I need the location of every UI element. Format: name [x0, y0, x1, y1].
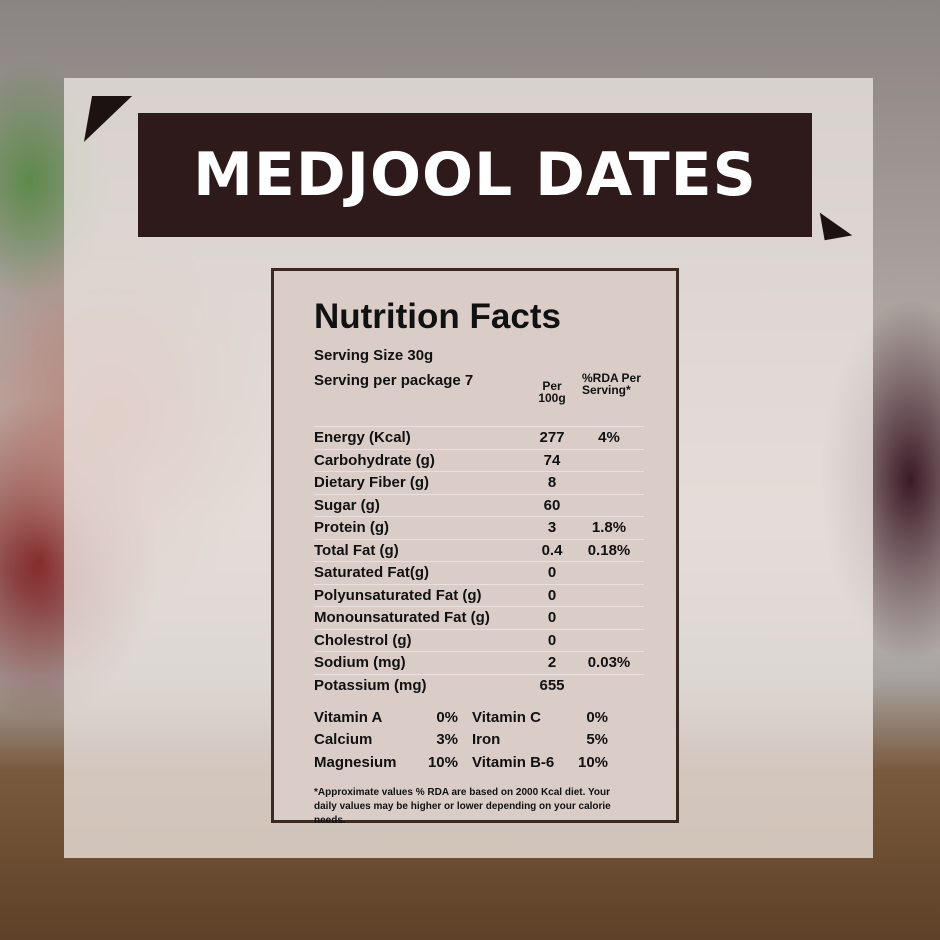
per-100g-value: 60	[543, 496, 561, 514]
vitamin-value: 0%	[436, 708, 458, 726]
rda-value: 0.18%	[587, 541, 631, 559]
nutrient-name: Sodium (mg)	[314, 654, 406, 672]
nutrient-name: Total Fat (g)	[314, 541, 399, 559]
triangle-decoration	[83, 96, 133, 142]
vitamin-name: Vitamin A	[314, 708, 383, 726]
table-row: Total Fat (g) 0.4 0.18%	[314, 538, 644, 562]
vitamin-value: 0%	[586, 708, 608, 726]
per-100g-value: 74	[543, 451, 561, 469]
per-100g-value: 0	[547, 564, 557, 582]
per-100g-value: 0	[547, 609, 557, 627]
col-rda: %RDA Per Serving*	[582, 371, 641, 397]
per-100g-value: 8	[547, 474, 557, 492]
nutrient-name: Sugar (g)	[314, 496, 380, 514]
rda-value: 0.03%	[587, 654, 631, 672]
table-row: Energy (Kcal) 277 4%	[314, 426, 644, 449]
vitamin-value: 3%	[436, 731, 458, 749]
nutrient-name: Polyunsaturated Fat (g)	[314, 586, 482, 604]
table-row: Potassium (mg) 655	[314, 673, 644, 697]
vitamin-value: 10%	[578, 753, 609, 771]
vitamin-row: Calcium 3% Iron 5%	[314, 729, 614, 752]
vitamin-name: Magnesium	[314, 753, 397, 771]
vitamin-name: Iron	[472, 731, 501, 749]
table-row: Monounsaturated Fat (g) 0	[314, 606, 644, 629]
rda-value: 4%	[598, 429, 620, 447]
serving-size: Serving Size 30g	[314, 347, 434, 364]
nutrient-name: Monounsaturated Fat (g)	[314, 609, 490, 627]
per-100g-value: 3	[547, 519, 557, 537]
vitamin-row: Vitamin A 0% Vitamin C 0%	[314, 706, 614, 729]
nutrient-name: Carbohydrate (g)	[314, 451, 435, 469]
per-100g-value: 0.4	[541, 541, 563, 559]
rda-value: 1.8%	[591, 519, 627, 537]
table-row: Protein (g) 3 1.8%	[314, 516, 644, 539]
nutrient-name: Protein (g)	[314, 519, 389, 537]
per-100g-value: 0	[547, 586, 557, 604]
vitamin-name: Vitamin B-6	[472, 753, 555, 771]
table-row: Cholestrol (g) 0	[314, 628, 644, 652]
nutrient-name: Potassium (mg)	[314, 676, 427, 694]
table-row: Sodium (mg) 2 0.03%	[314, 651, 644, 674]
product-title: MEDJOOL DATES	[193, 140, 757, 210]
nutrient-name: Saturated Fat(g)	[314, 564, 430, 582]
servings-per-package: Serving per package 7	[314, 372, 474, 389]
triangle-decoration	[819, 207, 853, 241]
per-100g-value: 277	[539, 429, 565, 447]
nutrient-name: Cholestrol (g)	[314, 631, 412, 649]
nutrition-heading: Nutrition Facts	[314, 297, 561, 336]
per-100g-value: 655	[539, 676, 565, 694]
vitamins-table: Vitamin A 0% Vitamin C 0% Calcium 3% Iron 5% Mag…	[314, 706, 614, 774]
per-100g-value: 0	[547, 631, 557, 649]
nutrition-table: Serving per package 7 Per 100g %RDA Per …	[314, 372, 644, 696]
table-row: Sugar (g) 60	[314, 493, 644, 517]
table-row: Polyunsaturated Fat (g) 0	[314, 583, 644, 607]
nutrient-name: Dietary Fiber (g)	[314, 474, 430, 492]
vitamin-value: 10%	[427, 753, 458, 771]
title-banner: MEDJOOL DATES	[138, 113, 812, 237]
footnote: *Approximate values % RDA are based on 2…	[314, 786, 611, 826]
table-row: Carbohydrate (g) 74	[314, 448, 644, 472]
vitamin-name: Vitamin C	[472, 708, 541, 726]
table-row: Saturated Fat(g) 0	[314, 561, 644, 584]
vitamin-row: Magnesium 10% Vitamin B-6 10%	[314, 751, 614, 774]
vitamin-value: 5%	[586, 731, 608, 749]
vitamin-name: Calcium	[314, 731, 373, 749]
col-per-100g: Per 100g	[538, 379, 566, 405]
nutrition-label: Nutrition Facts Serving Size 30g Serving…	[271, 268, 679, 826]
table-row: Dietary Fiber (g) 8	[314, 471, 644, 494]
nutrient-name: Energy (Kcal)	[314, 429, 411, 447]
per-100g-value: 2	[547, 654, 557, 672]
